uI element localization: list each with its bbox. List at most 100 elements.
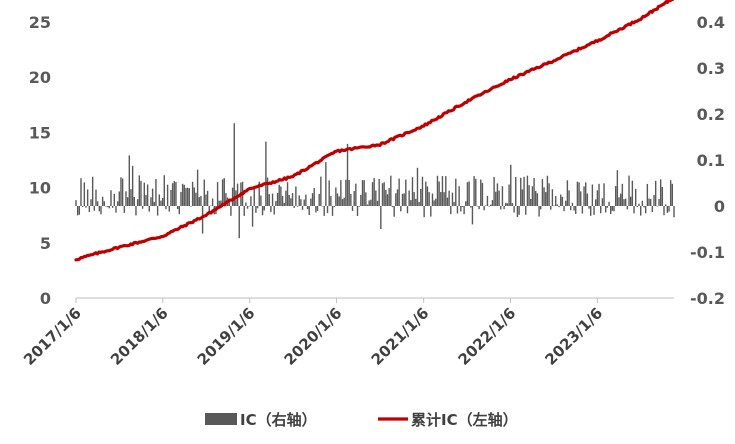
ic-bar (113, 193, 116, 206)
ic-bar (443, 192, 445, 206)
ic-bar (488, 206, 490, 207)
ic-bar (233, 123, 235, 206)
ic-bar (370, 199, 372, 206)
ic-bar (428, 192, 430, 206)
ic-bar (155, 179, 157, 206)
ic-bar (83, 182, 86, 206)
ic-bar (290, 198, 292, 206)
ic-bar (376, 200, 379, 206)
ic-bar (266, 177, 269, 206)
ic-bar (666, 206, 669, 213)
ic-bar (486, 195, 489, 206)
ic-bar (445, 176, 447, 206)
left-y-tick-label: 0 (40, 289, 51, 308)
ic-bar (540, 206, 542, 210)
ic-bar (410, 200, 412, 206)
ic-bar (638, 203, 640, 206)
ic-bar (333, 206, 335, 208)
axes (75, 297, 674, 303)
ic-bar (163, 175, 165, 206)
ic-bar (256, 206, 259, 209)
ic-bar (111, 206, 114, 208)
ic-bar (143, 182, 145, 206)
ic-bar (343, 197, 345, 206)
ic-bar (460, 206, 462, 212)
ic-bar (495, 191, 497, 206)
left-y-tick-label: 5 (40, 234, 51, 253)
ic-bar (361, 180, 364, 206)
ic-bar (403, 193, 405, 206)
ic-bar (441, 176, 444, 206)
ic-bar (600, 206, 602, 214)
ic-bar (598, 183, 600, 206)
ic-bar (198, 197, 200, 206)
ic-bar (321, 206, 324, 207)
ic-bar (605, 206, 607, 213)
ic-bar (631, 180, 634, 206)
ic-bar (126, 197, 129, 206)
ic-bar (350, 193, 352, 206)
ic-bar (639, 206, 642, 216)
ic-bar (433, 200, 435, 206)
ic-bar (620, 193, 622, 206)
ic-bar (518, 206, 520, 215)
ic-bar (378, 178, 380, 206)
ic-bar (496, 183, 499, 206)
ic-bar (500, 206, 502, 210)
ic-bar (286, 182, 289, 206)
ic-bar (573, 206, 575, 211)
ic-bar (125, 191, 127, 206)
ic-bar (560, 194, 562, 206)
ic-bar (268, 194, 270, 206)
ic-bar (356, 206, 359, 217)
ic-bar (446, 197, 449, 206)
ic-bar (131, 165, 134, 206)
ic-bar (649, 199, 652, 206)
ic-bar (415, 198, 417, 206)
left-y-tick-label: 25 (29, 13, 51, 32)
ic-bar (190, 206, 192, 207)
ic-bar (228, 200, 230, 206)
ic-bar (253, 188, 255, 206)
ic-bar (271, 193, 274, 206)
ic-bar (278, 184, 280, 206)
ic-bar (313, 188, 315, 206)
right-y-tick-label: 0.1 (697, 151, 725, 170)
ic-bar (265, 141, 267, 206)
ic-bar (511, 203, 514, 206)
ic-bar (629, 196, 632, 206)
ic-bar (133, 197, 135, 206)
ic-bar (453, 202, 455, 206)
ic-bar (669, 180, 672, 206)
ic-bar (115, 206, 117, 213)
ic-bar (470, 206, 472, 208)
ic-bar (405, 179, 407, 206)
ic-bar (98, 206, 101, 212)
ic-bar (353, 191, 355, 206)
ic-bar (548, 183, 550, 206)
ic-bar (255, 206, 257, 213)
ic-bar (590, 206, 592, 216)
ic-bar (336, 193, 339, 206)
ic-bar (110, 190, 112, 206)
ic-bar (438, 181, 440, 206)
ic-bar (385, 189, 387, 206)
ic-bar (375, 190, 377, 206)
ic-bar (81, 206, 84, 207)
ic-bar (298, 195, 300, 206)
ic-bar (651, 206, 654, 213)
ic-bar (466, 182, 469, 206)
ic-bar (421, 176, 424, 206)
ic-bar (263, 206, 265, 211)
ic-bar (195, 192, 197, 206)
ic-bar (568, 190, 570, 206)
ic-bar (368, 200, 370, 206)
ic-bar (335, 187, 337, 206)
ic-bar (523, 176, 525, 206)
ic-bar (673, 206, 675, 218)
ic-bar (576, 181, 579, 206)
ic-bar (276, 192, 279, 206)
ic-bar (391, 206, 394, 208)
ic-bar (348, 179, 350, 206)
ic-bar (580, 191, 582, 206)
